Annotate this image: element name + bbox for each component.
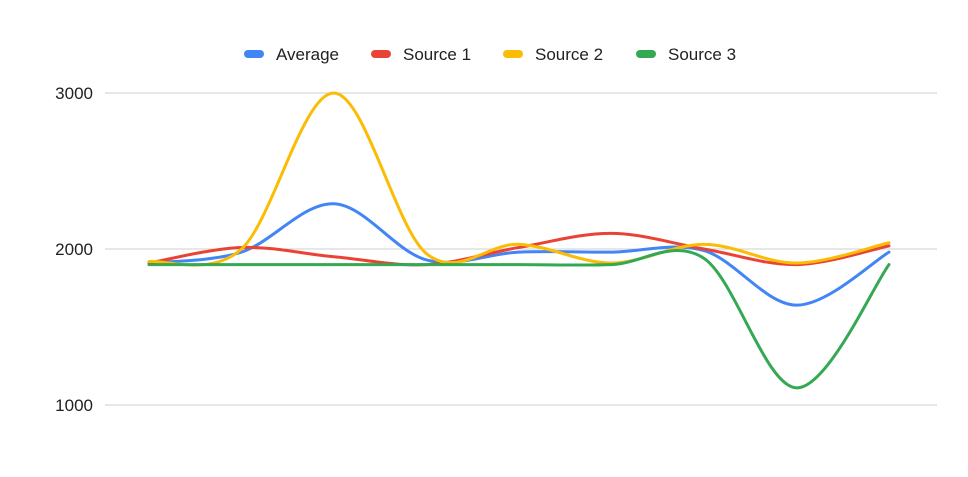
- series-lines: [147, 91, 891, 390]
- y-tick-label: 3000: [55, 84, 93, 103]
- y-tick-label: 2000: [55, 240, 93, 259]
- series-line-source-2: [147, 91, 891, 267]
- y-tick-label: 1000: [55, 396, 93, 415]
- legend-label: Source 3: [668, 45, 736, 64]
- legend-label: Average: [276, 45, 339, 64]
- legend-item-source-2: Source 2: [503, 45, 603, 64]
- legend: Average Source 1 Source 2 Source 3: [244, 45, 736, 64]
- y-axis-ticks: 3000 2000 1000: [55, 84, 93, 415]
- legend-item-source-1: Source 1: [371, 45, 471, 64]
- legend-swatch: [636, 50, 656, 58]
- legend-swatch: [371, 50, 391, 58]
- legend-item-average: Average: [244, 45, 339, 64]
- series-line-average: [147, 202, 891, 307]
- legend-item-source-3: Source 3: [636, 45, 736, 64]
- series-line-source-3: [147, 248, 891, 390]
- legend-swatch: [503, 50, 523, 58]
- legend-swatch: [244, 50, 264, 58]
- legend-label: Source 2: [535, 45, 603, 64]
- series-line-source-1: [147, 231, 891, 267]
- legend-label: Source 1: [403, 45, 471, 64]
